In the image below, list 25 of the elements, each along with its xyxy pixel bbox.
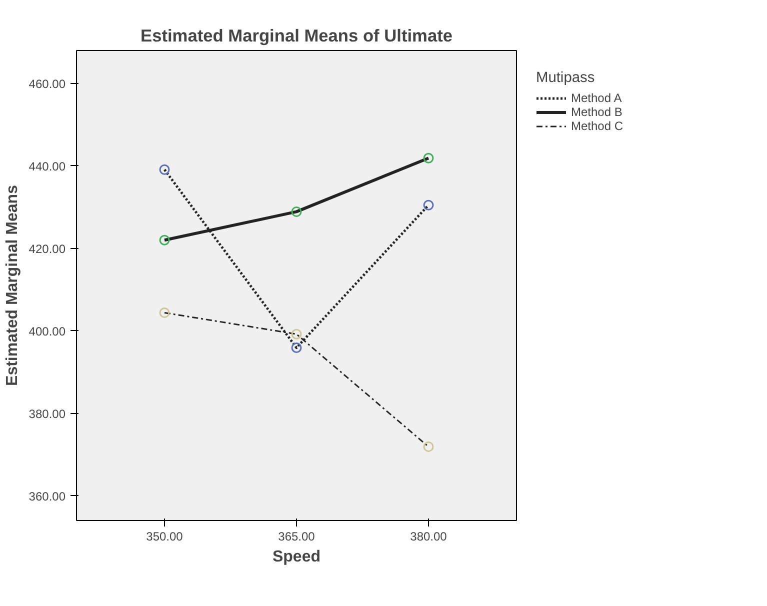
legend-title: Mutipass — [536, 70, 596, 86]
point — [291, 328, 302, 340]
y-tick-label: 420.00 — [28, 242, 66, 256]
point — [423, 152, 434, 164]
y-tick-label: 440.00 — [28, 159, 66, 174]
y-axis-title: Estimated Marginal Means — [4, 184, 21, 386]
y-tick-label: 460.00 — [28, 76, 66, 91]
point — [291, 206, 302, 217]
x-tick-label: 380.00 — [410, 530, 448, 544]
chart-title: Estimated Marginal Means of Ultimate — [140, 26, 453, 46]
legend-label: Method B — [571, 105, 622, 119]
x-tick-label: 365.00 — [278, 530, 316, 544]
legend-label: Method C — [571, 119, 624, 133]
legend-label: Method A — [571, 91, 622, 105]
point — [423, 200, 434, 210]
x-axis-title: Speed — [272, 548, 321, 566]
point — [159, 164, 170, 175]
y-tick-label: 380.00 — [28, 406, 66, 421]
point — [159, 307, 170, 318]
point — [423, 441, 434, 452]
y-tick-label: 400.00 — [28, 324, 66, 338]
point — [291, 342, 302, 353]
x-tick-label: 350.00 — [146, 530, 184, 544]
y-tick-label: 360.00 — [28, 489, 66, 504]
point — [159, 234, 170, 246]
